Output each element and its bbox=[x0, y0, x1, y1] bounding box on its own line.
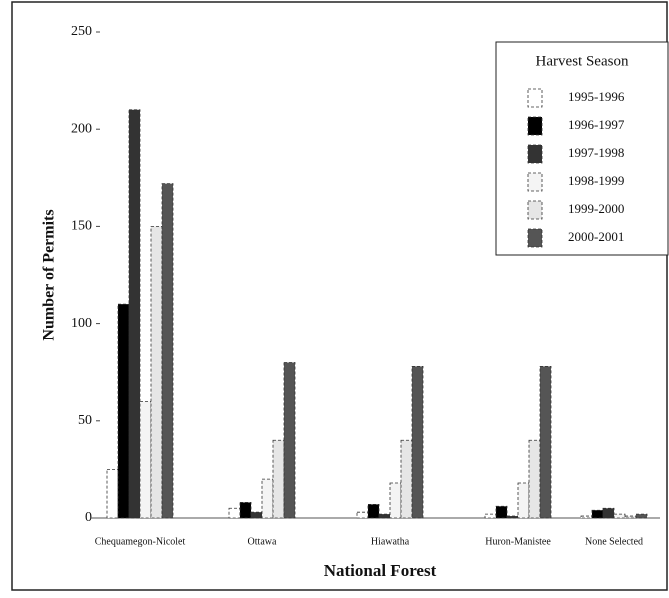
bar bbox=[400, 439, 413, 519]
bar bbox=[128, 109, 141, 519]
legend-label: 1995-1996 bbox=[568, 89, 625, 104]
bar bbox=[272, 439, 285, 519]
bar bbox=[106, 468, 119, 519]
bar bbox=[495, 505, 508, 519]
legend-label: 1998-1999 bbox=[568, 173, 624, 188]
bar bbox=[528, 439, 541, 519]
legend-label: 1996-1997 bbox=[568, 117, 625, 132]
bar bbox=[228, 507, 241, 519]
legend-swatch bbox=[527, 228, 543, 248]
y-tick-label: 50 bbox=[78, 413, 92, 428]
x-tick-label: Hiawatha bbox=[371, 536, 410, 547]
legend-label: 1999-2000 bbox=[568, 201, 624, 216]
x-tick-label: Huron-Manistee bbox=[485, 536, 551, 547]
bar bbox=[367, 503, 380, 519]
x-tick-label: Ottawa bbox=[248, 536, 277, 547]
y-tick-label: 150 bbox=[71, 219, 92, 234]
x-axis-label: National Forest bbox=[324, 561, 437, 580]
legend-box bbox=[495, 41, 669, 256]
bar bbox=[517, 482, 530, 519]
bar bbox=[117, 303, 130, 519]
y-tick-label: 0 bbox=[85, 510, 92, 525]
bar bbox=[378, 513, 391, 519]
legend-title: Harvest Season bbox=[536, 53, 629, 69]
y-tick-label: 200 bbox=[71, 121, 92, 136]
legend-swatch bbox=[527, 200, 543, 220]
bar bbox=[635, 513, 648, 519]
bar bbox=[484, 513, 497, 519]
bar bbox=[261, 478, 274, 519]
bar bbox=[591, 509, 604, 519]
bar bbox=[539, 365, 552, 519]
x-tick-label: None Selected bbox=[585, 536, 643, 547]
bar bbox=[161, 183, 174, 519]
bar bbox=[239, 502, 252, 519]
bar bbox=[506, 515, 519, 519]
x-tick-label: Chequamegon-Nicolet bbox=[95, 536, 186, 547]
y-axis-label: Number of Permits bbox=[41, 209, 58, 340]
bar bbox=[389, 482, 402, 519]
legend-label: 1997-1998 bbox=[568, 145, 624, 160]
legend-swatch bbox=[527, 88, 543, 108]
y-tick-label: 250 bbox=[71, 24, 92, 39]
bar bbox=[411, 365, 424, 519]
bar bbox=[580, 515, 593, 519]
legend-swatch bbox=[527, 116, 543, 136]
legend-swatch bbox=[527, 172, 543, 192]
legend-label: 2000-2001 bbox=[568, 229, 624, 244]
bar bbox=[613, 513, 626, 519]
bar bbox=[624, 515, 637, 519]
bar bbox=[602, 507, 615, 519]
legend-swatch bbox=[527, 144, 543, 164]
frame bbox=[11, 1, 668, 591]
bar bbox=[250, 511, 263, 519]
bar bbox=[356, 511, 369, 519]
y-tick-label: 100 bbox=[71, 316, 92, 331]
bar bbox=[139, 400, 152, 519]
bar bbox=[283, 362, 296, 519]
bar bbox=[150, 225, 163, 519]
